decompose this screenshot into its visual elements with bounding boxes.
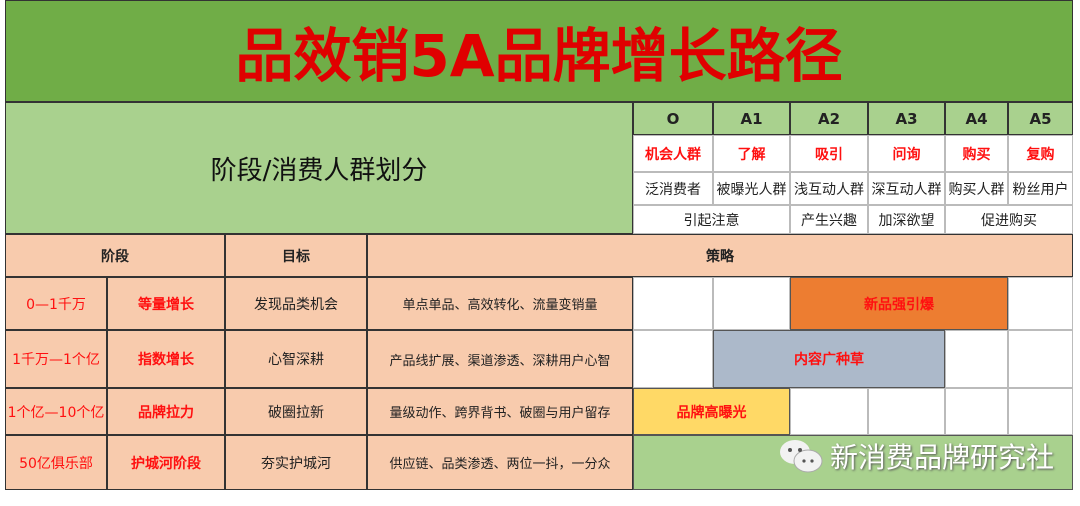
action-label: 问询	[868, 135, 945, 172]
stage-code: A3	[868, 102, 945, 135]
row-scale: 50亿俱乐部	[5, 435, 107, 490]
grid-cell	[945, 330, 1008, 388]
wechat-icon	[780, 440, 823, 473]
stage-code: A4	[945, 102, 1008, 135]
col-header-strategy: 策略	[367, 234, 1073, 277]
grid-cell	[790, 388, 868, 435]
row-stage: 护城河阶段	[107, 435, 225, 490]
row-goal: 心智深耕	[225, 330, 367, 388]
audience-group: 被曝光人群	[713, 172, 790, 205]
strategy-bar: 品牌高曝光	[633, 388, 790, 435]
col-header-goal: 目标	[225, 234, 367, 277]
stage-code: A5	[1008, 102, 1073, 135]
col-header-stage: 阶段	[5, 234, 225, 277]
row-strategy: 产品线扩展、渠道渗透、深耕用户心智	[367, 330, 633, 388]
goal-label: 加深欲望	[868, 205, 945, 234]
grid-cell	[1008, 388, 1073, 435]
row-goal: 破圈拉新	[225, 388, 367, 435]
row-stage: 品牌拉力	[107, 388, 225, 435]
strategy-bar: 内容广种草	[713, 330, 945, 388]
row-stage: 指数增长	[107, 330, 225, 388]
grid-cell	[633, 277, 713, 330]
row-strategy: 量级动作、跨界背书、破圈与用户留存	[367, 388, 633, 435]
stage-code: A2	[790, 102, 868, 135]
row-goal: 夯实护城河	[225, 435, 367, 490]
row-stage: 等量增长	[107, 277, 225, 330]
watermark-text: 新消费品牌研究社	[830, 441, 1055, 474]
action-label: 机会人群	[633, 135, 713, 172]
row-strategy: 供应链、品类渗透、两位一抖，一分众	[367, 435, 633, 490]
row-goal: 发现品类机会	[225, 277, 367, 330]
goal-label: 促进购买	[945, 205, 1073, 234]
audience-group: 浅互动人群	[790, 172, 868, 205]
audience-group: 泛消费者	[633, 172, 713, 205]
stage-code: A1	[713, 102, 790, 135]
audience-group: 深互动人群	[868, 172, 945, 205]
action-label: 购买	[945, 135, 1008, 172]
action-label: 吸引	[790, 135, 868, 172]
goal-label: 产生兴趣	[790, 205, 868, 234]
page-title: 品效销5A品牌增长路径	[5, 0, 1073, 102]
stage-code: O	[633, 102, 713, 135]
strategy-bar	[633, 435, 1073, 490]
audience-group: 粉丝用户	[1008, 172, 1073, 205]
header-label: 阶段/消费人群划分	[5, 102, 633, 234]
action-label: 了解	[713, 135, 790, 172]
audience-group: 购买人群	[945, 172, 1008, 205]
watermark: 新消费品牌研究社	[778, 436, 1054, 476]
grid-cell	[1008, 330, 1073, 388]
goal-label: 引起注意	[633, 205, 790, 234]
grid-cell	[868, 388, 945, 435]
row-scale: 0—1千万	[5, 277, 107, 330]
grid-cell	[945, 388, 1008, 435]
grid-cell	[633, 330, 713, 388]
grid-cell	[1008, 277, 1073, 330]
row-strategy: 单点单品、高效转化、流量变销量	[367, 277, 633, 330]
action-label: 复购	[1008, 135, 1073, 172]
row-scale: 1个亿—10个亿	[5, 388, 107, 435]
row-scale: 1千万—1个亿	[5, 330, 107, 388]
grid-cell	[713, 277, 790, 330]
strategy-bar: 新品强引爆	[790, 277, 1008, 330]
